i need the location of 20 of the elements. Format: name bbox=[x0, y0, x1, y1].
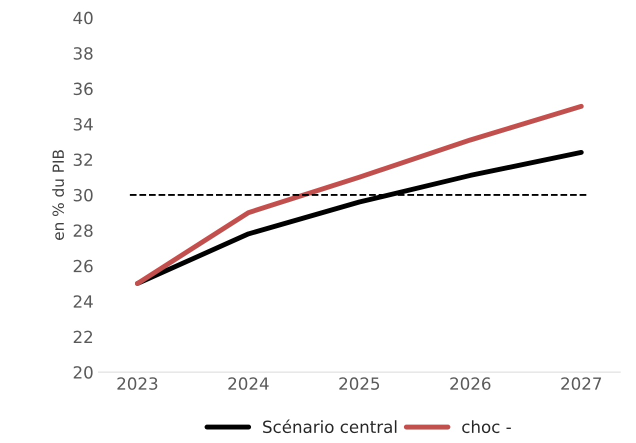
x-tick-label: 2027 bbox=[561, 377, 602, 390]
y-tick-label: 40 bbox=[73, 12, 93, 24]
y-axis-title: en % du PIB bbox=[52, 150, 64, 240]
y-tick-label: 34 bbox=[74, 118, 93, 131]
y-tick-label: 28 bbox=[74, 224, 93, 237]
x-tick-label: 2024 bbox=[228, 377, 269, 390]
legend-label: Scénario central bbox=[263, 420, 396, 434]
y-tick-label: 20 bbox=[74, 366, 93, 379]
y-tick-label: 22 bbox=[74, 330, 92, 344]
y-tick-label: 36 bbox=[74, 82, 93, 96]
y-tick-label: 26 bbox=[74, 260, 93, 272]
y-tick-label: 38 bbox=[74, 47, 93, 60]
x-tick-label: 2026 bbox=[450, 377, 490, 390]
x-tick-label: 2023 bbox=[117, 377, 158, 390]
x-tick-label: 2025 bbox=[339, 377, 380, 390]
line-series bbox=[134, 104, 584, 286]
legend-label: choc - bbox=[462, 420, 511, 434]
y-tick-label: 24 bbox=[74, 295, 93, 308]
y-tick-label: 30 bbox=[74, 188, 93, 202]
y-tick-label: 32 bbox=[74, 153, 92, 166]
